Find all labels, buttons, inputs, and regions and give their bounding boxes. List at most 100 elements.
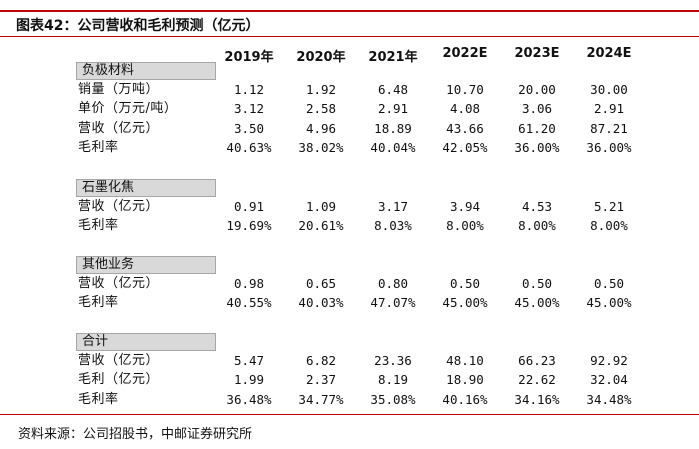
table-cell: 45.00% [442,295,488,311]
table-cell: 42.05% [442,139,488,155]
source-divider [0,414,699,415]
section-header: 石墨化焦 [76,179,216,197]
table-cell: 48.10 [446,353,484,368]
table-cell: 4.08 [449,101,481,117]
section-header: 负极材料 [76,62,216,80]
table-row: 毛利率 40.63% 38.02% 40.04% 42.05% 36.00% 36.00% [0,138,699,157]
table-cell: 45.00% [586,295,632,311]
table-cell: 1.92 [305,82,337,97]
table-cell: 4.53 [521,199,553,214]
table-cell: 2.91 [377,101,409,117]
table-cell: 34.48% [586,391,632,407]
table-cell: 61.20 [518,120,556,136]
table-cell: 4.96 [305,120,337,136]
table-cell: 30.00 [590,82,628,97]
section-label: 负极材料 [82,63,135,78]
table-cell: 18.90 [446,372,484,388]
table-cell: 20.00 [518,82,556,97]
table-cell: 20.61% [298,218,344,234]
year-header: 2021年 [368,50,418,65]
table-row: 营收（亿元） 3.50 4.96 18.89 43.66 61.20 87.21 [0,119,699,138]
source-note: 资料来源：公司招股书，中邮证券研究所 [18,427,253,442]
section-label: 石墨化焦 [82,180,135,195]
table-cell: 3.12 [233,101,265,117]
table-cell: 0.50 [521,276,553,291]
table-cell: 8.03% [374,218,412,234]
table-cell: 1.99 [233,372,265,388]
table-cell: 36.00% [514,139,560,155]
table-cell: 23.36 [374,353,412,368]
table-cell: 2.37 [305,372,337,388]
table-row: 营收（亿元） 5.47 6.82 23.36 48.10 66.23 92.92 [0,351,699,370]
table-row: 营收（亿元） 0.98 0.65 0.80 0.50 0.50 0.50 [0,274,699,293]
table-cell: 0.98 [233,276,265,291]
table-cell: 0.91 [233,199,265,214]
table-cell: 2.58 [305,101,337,117]
table-cell: 0.65 [305,276,337,291]
table-cell: 92.92 [590,353,628,368]
figure-title-bar: 图表42：公司营收和毛利预测（亿元） [0,10,699,37]
table-cell: 40.63% [226,139,272,155]
row-label: 毛利（亿元） [78,372,160,388]
table-cell: 6.82 [305,353,337,368]
table-cell: 8.19 [377,372,409,388]
table-cell: 1.09 [305,199,337,214]
table-cell: 43.66 [446,120,484,136]
table-cell: 8.00% [590,218,628,234]
table-cell: 38.02% [298,139,344,155]
figure-title: 图表42：公司营收和毛利预测（亿元） [16,18,260,34]
section-label: 其他业务 [82,257,135,272]
table-cell: 8.00% [446,218,484,234]
table-row: 毛利率 36.48% 34.77% 35.08% 40.16% 34.16% 34.48% [0,390,699,409]
table-cell: 2.91 [593,101,625,117]
row-label: 销量（万吨） [78,82,160,97]
table-cell: 36.48% [226,391,272,407]
table-cell: 66.23 [518,353,556,368]
row-label: 毛利率 [78,139,119,155]
table-cell: 1.12 [233,82,265,97]
table-cell: 40.03% [298,295,344,311]
row-label: 毛利率 [78,218,119,234]
table-cell: 47.07% [370,295,416,311]
table-cell: 32.04 [590,372,628,388]
row-label: 单价（万元/吨） [78,101,178,117]
table-row: 单价（万元/吨） 3.12 2.58 2.91 4.08 3.06 2.91 [0,99,699,118]
table-cell: 3.06 [521,101,553,117]
table-cell: 3.94 [449,199,481,214]
table-cell: 34.16% [514,391,560,407]
table-cell: 35.08% [370,391,416,407]
year-header: 2023E [514,46,560,61]
table-cell: 0.50 [449,276,481,291]
table-cell: 0.80 [377,276,409,291]
table-cell: 40.55% [226,295,272,311]
table-cell: 34.77% [298,391,344,407]
table-cell: 3.17 [377,199,409,214]
table-cell: 19.69% [226,218,272,234]
table-row: 销量（万吨） 1.12 1.92 6.48 10.70 20.00 30.00 [0,80,699,99]
table-cell: 3.50 [233,120,265,136]
year-header: 2019年 [224,50,274,65]
table-cell: 36.00% [586,139,632,155]
row-label: 营收（亿元） [78,353,160,368]
section-label: 合计 [82,334,109,349]
row-label: 毛利率 [78,391,119,407]
row-label: 营收（亿元） [78,120,160,136]
table-cell: 40.16% [442,391,488,407]
table-cell: 87.21 [590,120,628,136]
section-header: 其他业务 [76,256,216,274]
table-cell: 22.62 [518,372,556,388]
table-cell: 10.70 [446,82,484,97]
table-cell: 6.48 [377,82,409,97]
table-cell: 18.89 [374,120,412,136]
table-cell: 40.04% [370,139,416,155]
table-cell: 0.50 [593,276,625,291]
table-cell: 8.00% [518,218,556,234]
section-header: 合计 [76,333,216,351]
row-label: 毛利率 [78,295,119,311]
table-cell: 5.47 [233,353,265,368]
table-row: 毛利率 40.55% 40.03% 47.07% 45.00% 45.00% 45.00% [0,293,699,312]
year-header: 2024E [586,46,632,61]
table-row: 营收（亿元） 0.91 1.09 3.17 3.94 4.53 5.21 [0,197,699,216]
table-row: 毛利（亿元） 1.99 2.37 8.19 18.90 22.62 32.04 [0,370,699,389]
row-label: 营收（亿元） [78,276,160,291]
